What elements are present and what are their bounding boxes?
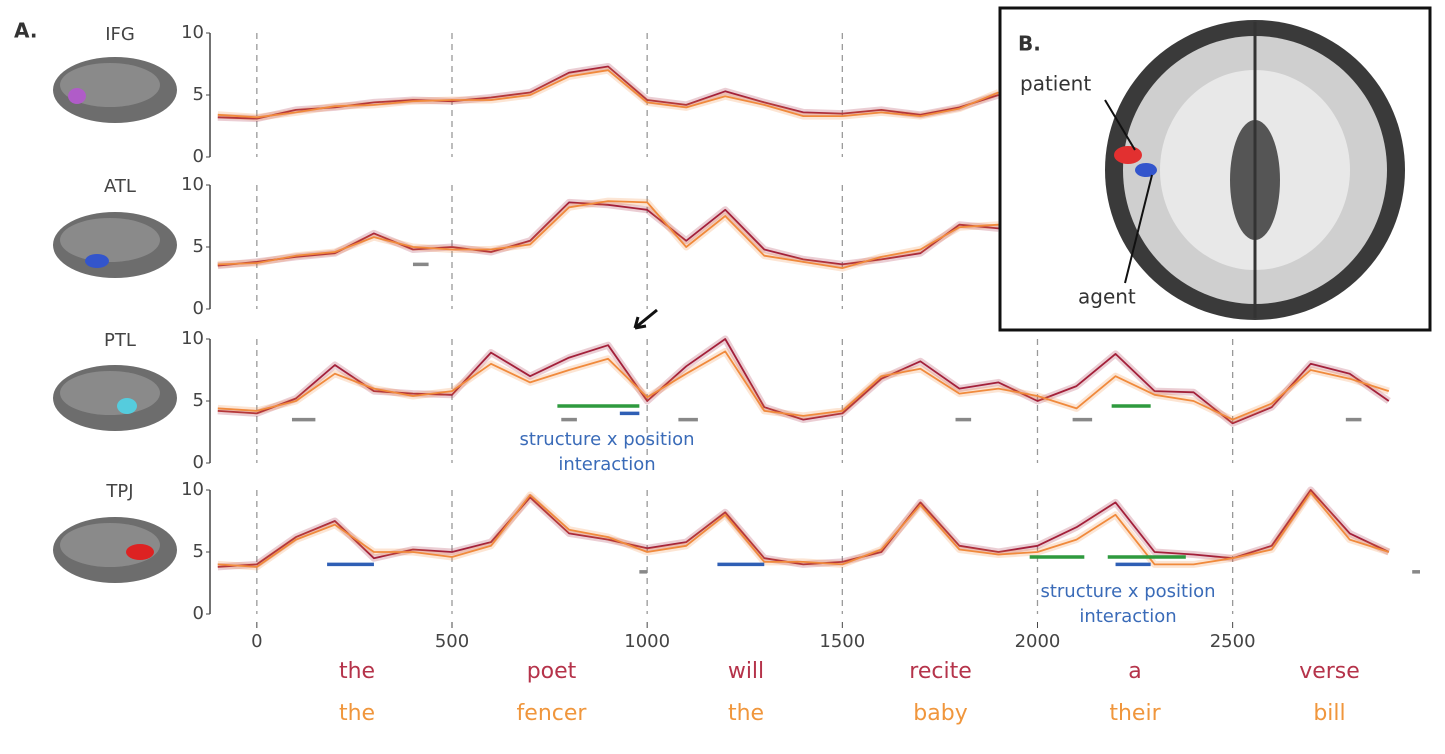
- x-tick-label: 0: [251, 631, 262, 652]
- inset: B. patient agent: [998, 6, 1432, 332]
- word: the: [728, 701, 764, 726]
- plots: IFG 0 5 10 ATL 0 5 10 PTL 0 5 10 TPJ 0 5 10 0 500 1000 1500…: [104, 22, 1420, 726]
- y-tick-label: 5: [193, 84, 204, 105]
- annotation: interaction: [558, 454, 655, 475]
- x-tick-label: 2000: [1015, 631, 1061, 652]
- series-line: [217, 338, 1390, 425]
- panel-title: PTL: [104, 330, 136, 351]
- panel-title: ATL: [104, 176, 136, 197]
- y-tick-label: 0: [193, 146, 204, 167]
- annotation: structure x position: [519, 429, 694, 450]
- inset-label: B.: [1018, 32, 1041, 56]
- y-tick-label: 5: [193, 541, 204, 562]
- word: fencer: [517, 701, 588, 726]
- series-halo: [217, 197, 999, 272]
- annotation: interaction: [1079, 606, 1176, 627]
- word: their: [1109, 701, 1161, 726]
- x-tick-label: 2500: [1210, 631, 1256, 652]
- x-tick-label: 1500: [819, 631, 865, 652]
- y-tick-label: 10: [181, 479, 204, 500]
- panel-title: IFG: [105, 24, 135, 45]
- panel-label: A.: [14, 19, 37, 43]
- y-tick-label: 5: [193, 236, 204, 257]
- word: will: [728, 659, 764, 684]
- series-line: [217, 491, 1390, 568]
- arrow: [633, 308, 658, 330]
- agent-label: agent: [1078, 285, 1136, 309]
- word: bill: [1313, 701, 1345, 726]
- series-line: [217, 200, 999, 269]
- y-tick-label: 0: [193, 452, 204, 473]
- y-tick-label: 10: [181, 174, 204, 195]
- y-tick-label: 10: [181, 328, 204, 349]
- word: the: [339, 659, 375, 684]
- x-tick-label: 500: [435, 631, 469, 652]
- patient-label: patient: [1020, 72, 1091, 96]
- word: baby: [913, 701, 967, 726]
- word: a: [1128, 659, 1141, 684]
- word: the: [339, 701, 375, 726]
- series-line: [217, 350, 1390, 421]
- word: verse: [1299, 659, 1360, 684]
- series-line: [217, 69, 999, 119]
- y-tick-label: 0: [193, 298, 204, 319]
- panel-title: TPJ: [105, 481, 133, 502]
- word: poet: [527, 659, 577, 684]
- y-tick-label: 5: [193, 390, 204, 411]
- annotation: structure x position: [1040, 581, 1215, 602]
- x-tick-label: 1000: [624, 631, 670, 652]
- y-tick-label: 10: [181, 22, 204, 43]
- y-tick-label: 0: [193, 603, 204, 624]
- series-line: [217, 489, 1390, 568]
- brain-thumbnails: [53, 57, 177, 583]
- word: recite: [909, 659, 971, 684]
